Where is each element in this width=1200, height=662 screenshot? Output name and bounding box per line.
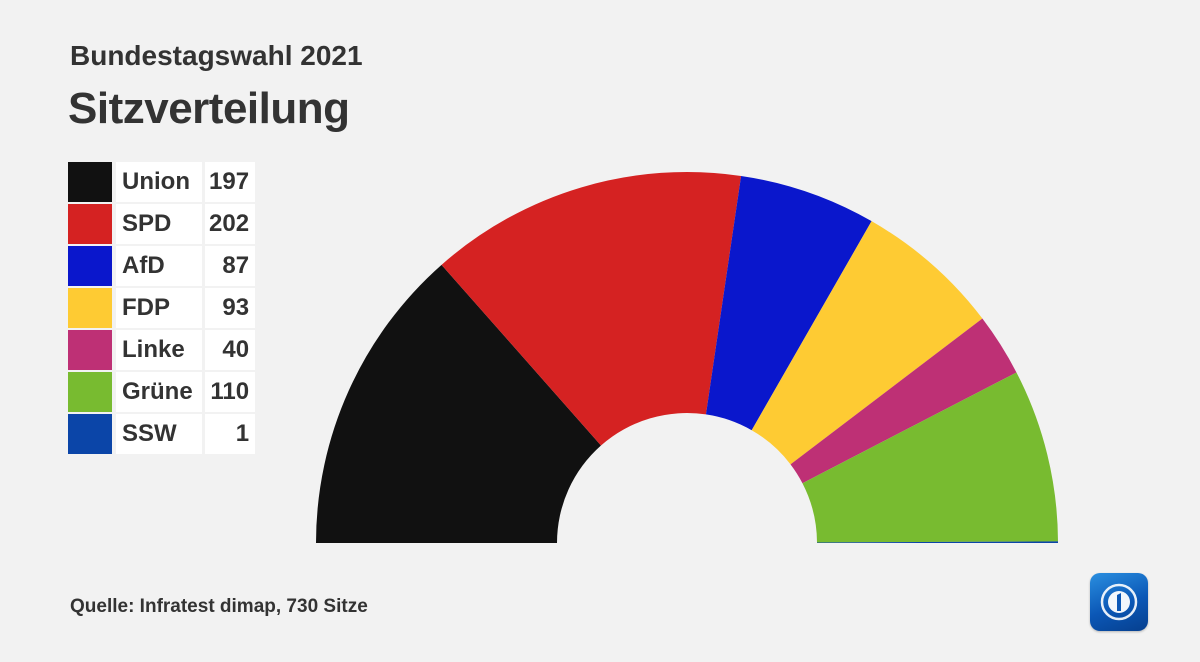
legend-swatch xyxy=(68,288,112,328)
source-note: Quelle: Infratest dimap, 730 Sitze xyxy=(70,596,368,617)
seat-slice-linke xyxy=(790,318,1017,484)
legend-party-name: Grüne xyxy=(116,372,202,412)
legend-seat-count: 1 xyxy=(202,414,256,454)
seat-slice-afd xyxy=(705,175,872,431)
legend-entry: FDP 93 xyxy=(68,288,256,328)
legend-entry: SPD 202 xyxy=(68,204,256,244)
legend-entry: SSW 1 xyxy=(68,414,256,454)
legend: Union 197 SPD 202 AfD 87 FDP 93 Linke 40 Grüne 110 S… xyxy=(68,160,256,456)
legend-party-name: Union xyxy=(116,162,202,202)
legend-seat-count: 110 xyxy=(202,372,256,412)
legend-swatch xyxy=(68,162,112,202)
legend-party-name: Linke xyxy=(116,330,202,370)
legend-swatch xyxy=(68,246,112,286)
legend-entry: Grüne 110 xyxy=(68,372,256,412)
legend-entry: Linke 40 xyxy=(68,330,256,370)
legend-swatch xyxy=(68,414,112,454)
seat-slice-grne xyxy=(802,372,1058,543)
tagesschau-logo-icon xyxy=(1090,573,1148,631)
seat-slice-spd xyxy=(441,172,742,446)
legend-entry: AfD 87 xyxy=(68,246,256,286)
legend-party-name: SPD xyxy=(116,204,202,244)
legend-swatch xyxy=(68,204,112,244)
legend-entry: Union 197 xyxy=(68,162,256,202)
legend-seat-count: 93 xyxy=(202,288,256,328)
legend-seat-count: 87 xyxy=(202,246,256,286)
seat-slice-ssw xyxy=(816,541,1059,543)
legend-swatch xyxy=(68,372,112,412)
legend-party-name: SSW xyxy=(116,414,202,454)
seat-slice-fdp xyxy=(751,221,983,465)
chart-subtitle: Bundestagswahl 2021 xyxy=(70,40,363,71)
seat-slice-union xyxy=(316,264,601,543)
legend-swatch xyxy=(68,330,112,370)
legend-seat-count: 40 xyxy=(202,330,256,370)
legend-seat-count: 202 xyxy=(202,204,256,244)
chart-title: Sitzverteilung xyxy=(68,84,350,133)
legend-party-name: AfD xyxy=(116,246,202,286)
legend-party-name: FDP xyxy=(116,288,202,328)
legend-seat-count: 197 xyxy=(202,162,256,202)
